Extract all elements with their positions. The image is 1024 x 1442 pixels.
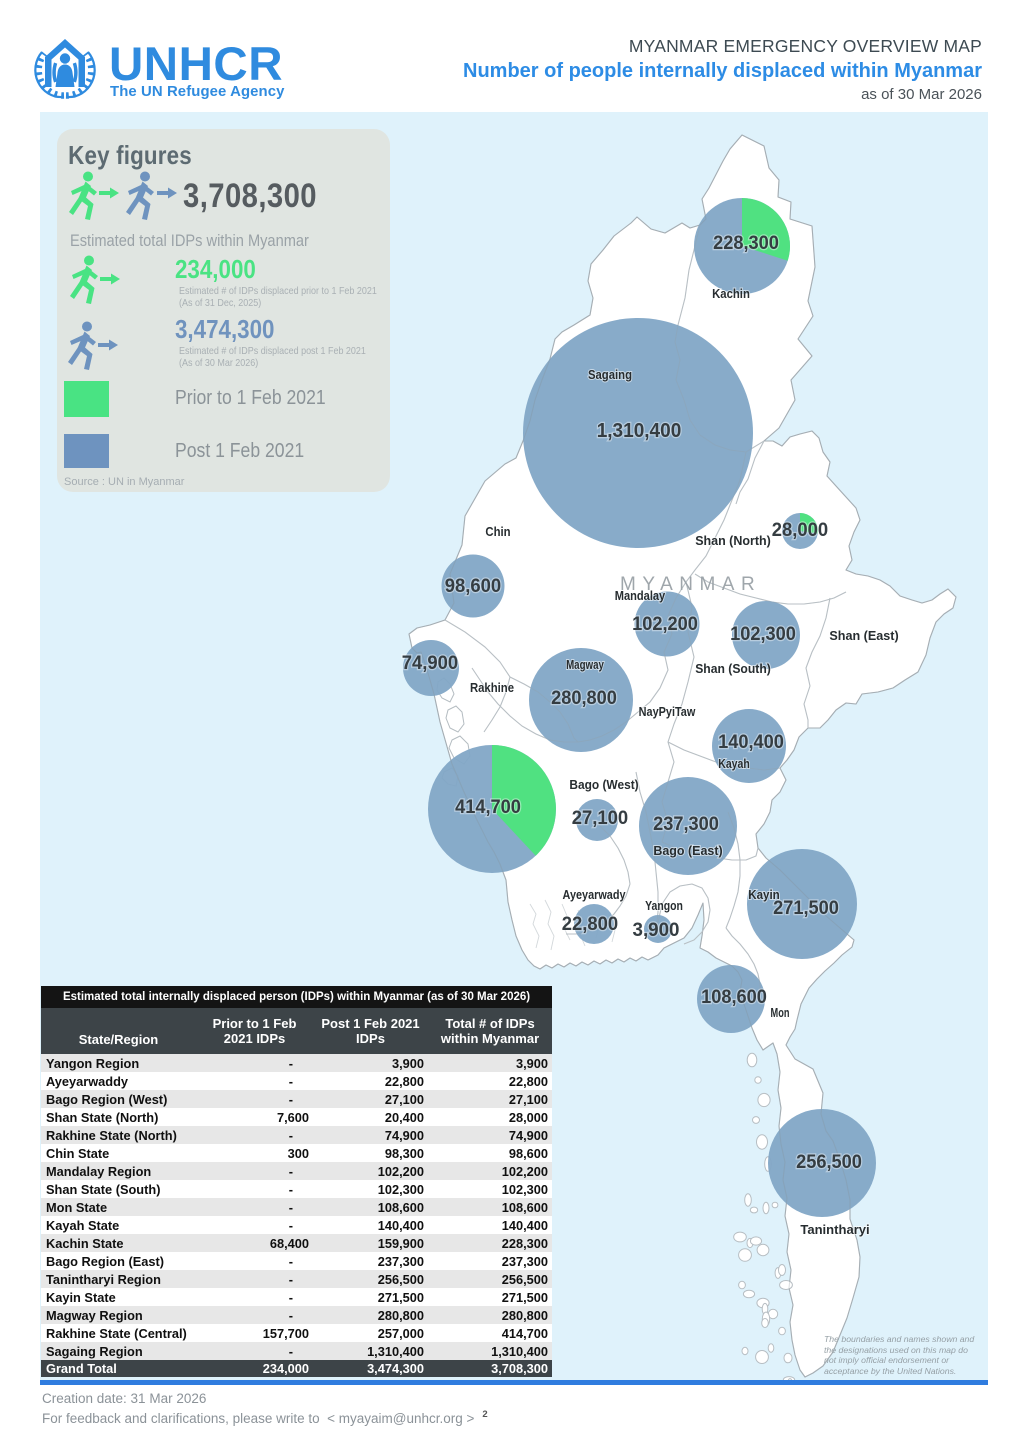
svg-text:Magway: Magway <box>566 658 604 672</box>
svg-text:22,800: 22,800 <box>562 914 618 935</box>
svg-text:140,400: 140,400 <box>718 732 784 753</box>
svg-text:414,700: 414,700 <box>455 797 521 818</box>
svg-text:Yangon: Yangon <box>645 899 683 913</box>
svg-text:74,900: 74,900 <box>402 653 458 674</box>
svg-text:MYANMAR: MYANMAR <box>620 574 761 595</box>
svg-text:Sagaing: Sagaing <box>588 368 632 382</box>
svg-text:256,500: 256,500 <box>796 1152 862 1173</box>
svg-text:Kachin: Kachin <box>712 287 750 301</box>
svg-text:3,900: 3,900 <box>633 920 680 941</box>
svg-text:102,300: 102,300 <box>730 624 796 645</box>
svg-text:Bago (West): Bago (West) <box>569 778 638 792</box>
svg-text:102,200: 102,200 <box>632 614 698 635</box>
svg-text:NayPyiTaw: NayPyiTaw <box>639 705 696 719</box>
svg-text:Rakhine: Rakhine <box>470 681 514 695</box>
svg-text:The UN Refugee Agency: The UN Refugee Agency <box>110 84 285 100</box>
svg-text:Bago (East): Bago (East) <box>653 844 722 858</box>
svg-text:271,500: 271,500 <box>773 898 839 919</box>
svg-text:237,300: 237,300 <box>653 814 719 835</box>
svg-text:108,600: 108,600 <box>701 987 767 1008</box>
svg-text:228,300: 228,300 <box>713 233 779 254</box>
svg-text:Chin: Chin <box>485 525 510 539</box>
svg-text:98,600: 98,600 <box>445 576 501 597</box>
svg-text:Ayeyarwady: Ayeyarwady <box>563 888 626 902</box>
svg-text:Shan (North): Shan (North) <box>695 534 771 548</box>
svg-text:Mon: Mon <box>771 1006 790 1020</box>
svg-text:Tanintharyi: Tanintharyi <box>800 1223 869 1237</box>
svg-text:UNHCR: UNHCR <box>109 38 283 91</box>
svg-text:27,100: 27,100 <box>572 808 628 829</box>
svg-text:Kayah: Kayah <box>718 757 750 771</box>
svg-text:Shan (South): Shan (South) <box>695 662 771 676</box>
svg-text:28,000: 28,000 <box>772 520 828 541</box>
svg-text:280,800: 280,800 <box>551 688 617 709</box>
svg-text:Shan (East): Shan (East) <box>829 629 898 643</box>
svg-text:1,310,400: 1,310,400 <box>597 420 682 442</box>
svg-text:Mandalay: Mandalay <box>615 589 665 603</box>
svg-text:Kayin: Kayin <box>748 888 780 902</box>
